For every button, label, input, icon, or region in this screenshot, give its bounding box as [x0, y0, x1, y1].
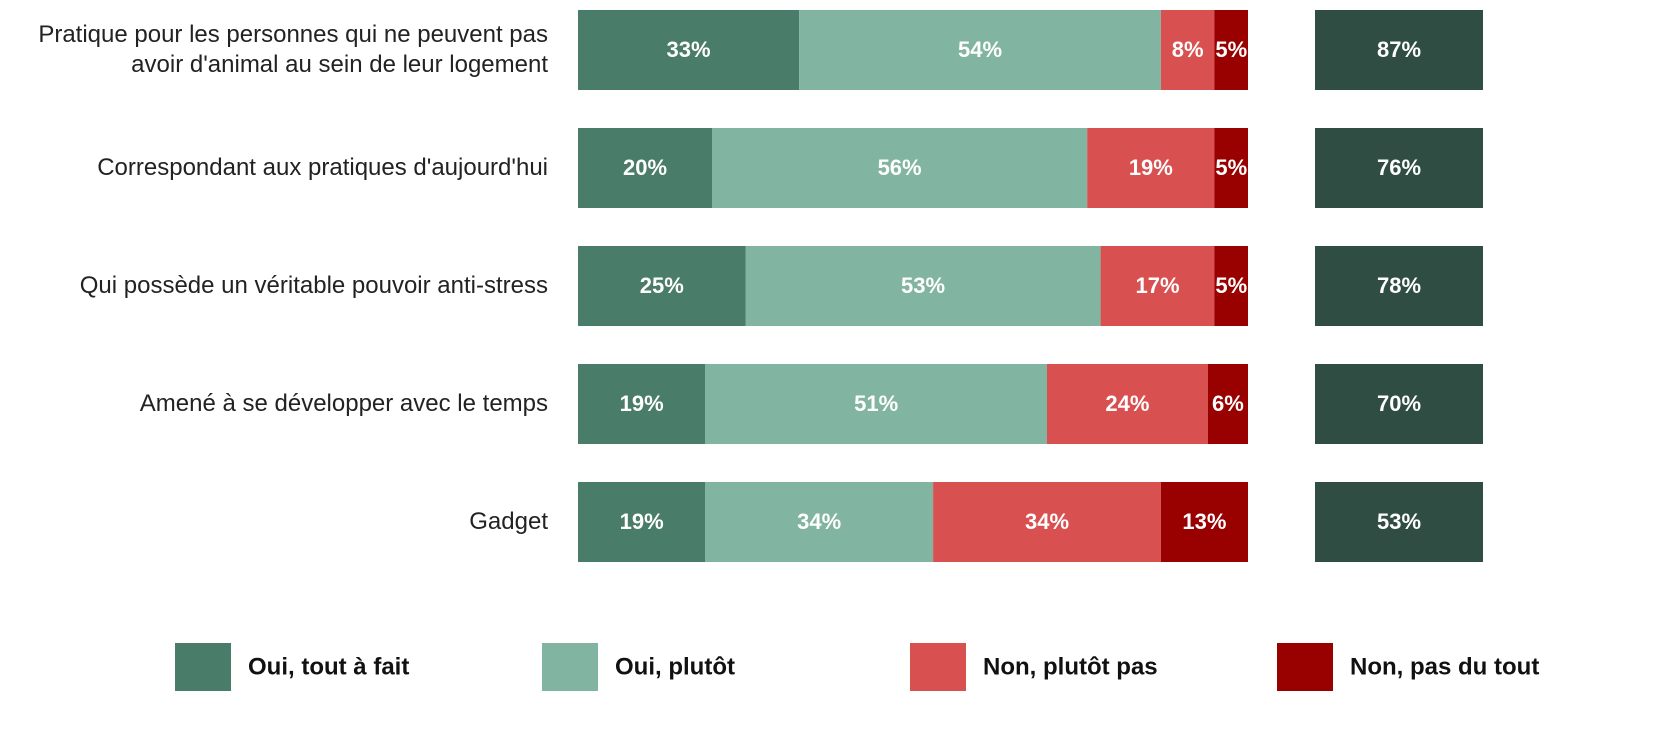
value-label: 19% [620, 509, 664, 534]
category-label: Qui possède un véritable pouvoir anti-st… [79, 272, 548, 299]
category-label: Amené à se développer avec le temps [139, 390, 548, 417]
value-label: 8% [1172, 37, 1204, 62]
value-label: 5% [1215, 155, 1247, 180]
bar-segment [933, 482, 1161, 562]
bar-segment [578, 246, 746, 326]
legend-swatch [1277, 643, 1333, 691]
value-label: 5% [1215, 273, 1247, 298]
legend-label: Non, plutôt pas [983, 653, 1158, 680]
value-label: 20% [623, 155, 667, 180]
total-label: 87% [1377, 37, 1421, 62]
bar-segment [1087, 128, 1215, 208]
bar-segment [1160, 482, 1248, 562]
value-label: 56% [878, 155, 922, 180]
bar-segment [578, 364, 706, 444]
value-label: 34% [1025, 509, 1069, 534]
value-label: 54% [958, 37, 1002, 62]
total-box [1315, 482, 1483, 562]
value-label: 5% [1215, 37, 1247, 62]
total-label: 70% [1377, 391, 1421, 416]
bar-segment [799, 10, 1161, 90]
value-label: 24% [1105, 391, 1149, 416]
value-label: 51% [854, 391, 898, 416]
bar-segment [1047, 364, 1208, 444]
total-box [1315, 246, 1483, 326]
value-label: 6% [1212, 391, 1244, 416]
legend-swatch [175, 643, 231, 691]
bar-segment [745, 246, 1101, 326]
total-box [1315, 364, 1483, 444]
category-label: Correspondant aux pratiques d'aujourd'hu… [97, 154, 548, 181]
value-label: 33% [667, 37, 711, 62]
value-label: 17% [1136, 273, 1180, 298]
bar-segment [705, 364, 1047, 444]
bar-segment [712, 128, 1088, 208]
legend-swatch [542, 643, 598, 691]
bar-segment [1214, 246, 1248, 326]
value-label: 53% [901, 273, 945, 298]
bar-segment [578, 128, 712, 208]
category-label: Pratique pour les personnes qui ne peuve… [38, 21, 548, 78]
bar-segment [578, 10, 800, 90]
legend-label: Oui, plutôt [615, 653, 735, 680]
total-box [1315, 10, 1483, 90]
total-label: 76% [1377, 155, 1421, 180]
value-label: 19% [620, 391, 664, 416]
total-label: 53% [1377, 509, 1421, 534]
total-box [1315, 128, 1483, 208]
legend-swatch [910, 643, 966, 691]
bar-segment [705, 482, 934, 562]
legend-label: Oui, tout à fait [248, 653, 409, 680]
value-label: 19% [1129, 155, 1173, 180]
legend-label: Non, pas du tout [1350, 653, 1539, 680]
value-label: 34% [797, 509, 841, 534]
bar-segment [1207, 364, 1248, 444]
bar-segment [1100, 246, 1215, 326]
total-label: 78% [1377, 273, 1421, 298]
bar-segment [1214, 10, 1248, 90]
bar-segment [1160, 10, 1215, 90]
value-label: 13% [1182, 509, 1226, 534]
bar-segment [1214, 128, 1248, 208]
bar-segment [578, 482, 706, 562]
value-label: 25% [640, 273, 684, 298]
category-label: Gadget [469, 508, 548, 535]
